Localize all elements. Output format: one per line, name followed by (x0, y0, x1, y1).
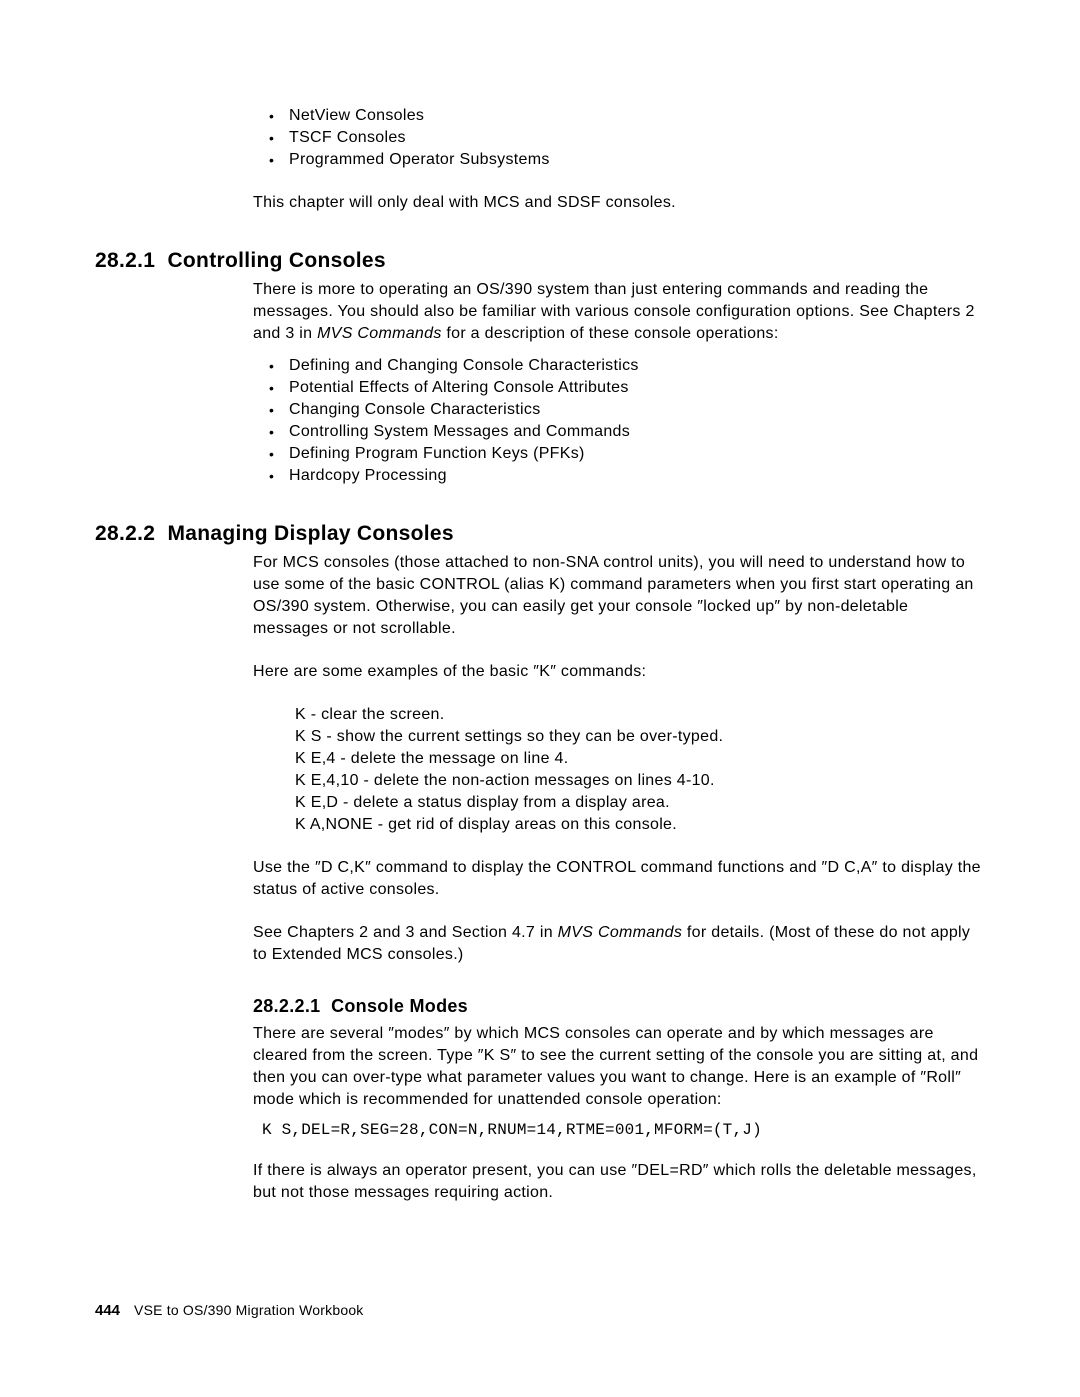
section-number: 28.2.2.1 (253, 996, 320, 1016)
command-line: K E,4,10 - delete the non-action message… (295, 770, 985, 792)
section-title: Controlling Consoles (167, 249, 385, 272)
section3-paragraph-2: If there is always an operator present, … (253, 1160, 985, 1204)
code-example: K S,DEL=R,SEG=28,CON=N,RNUM=14,RTME=001,… (262, 1121, 985, 1139)
section-number: 28.2.1 (95, 249, 155, 272)
command-line: K E,4 - delete the message on line 4. (295, 748, 985, 770)
list-item: Potential Effects of Altering Console At… (269, 377, 985, 399)
command-line: K A,NONE - get rid of display areas on t… (295, 814, 985, 836)
section-title: Managing Display Consoles (167, 522, 453, 545)
book-reference: MVS Commands (558, 924, 683, 941)
section-heading-controlling-consoles: 28.2.1 Controlling Consoles (95, 249, 985, 273)
list-item: Controlling System Messages and Commands (269, 421, 985, 443)
section2-paragraph-1: For MCS consoles (those attached to non-… (253, 552, 985, 640)
command-line: K S - show the current settings so they … (295, 726, 985, 748)
text-run: See Chapters 2 and 3 and Section 4.7 in (253, 924, 558, 941)
k-commands-list: K - clear the screen. K S - show the cur… (295, 704, 985, 836)
list-item: Defining Program Function Keys (PFKs) (269, 443, 985, 465)
list-item: Defining and Changing Console Characteri… (269, 355, 985, 377)
command-line: K - clear the screen. (295, 704, 985, 726)
book-reference: MVS Commands (317, 325, 442, 342)
list-item: Changing Console Characteristics (269, 399, 985, 421)
top-bullet-list: NetView Consoles TSCF Consoles Programme… (269, 105, 985, 171)
list-item: NetView Consoles (269, 105, 985, 127)
list-item: TSCF Consoles (269, 127, 985, 149)
section1-paragraph: There is more to operating an OS/390 sys… (253, 279, 985, 345)
section2-paragraph-2: Here are some examples of the basic ″K″ … (253, 661, 985, 683)
list-item: Programmed Operator Subsystems (269, 149, 985, 171)
section-heading-managing-display-consoles: 28.2.2 Managing Display Consoles (95, 522, 985, 546)
list-item: Hardcopy Processing (269, 465, 985, 487)
intro-paragraph: This chapter will only deal with MCS and… (253, 192, 985, 214)
command-line: K E,D - delete a status display from a d… (295, 792, 985, 814)
section-title: Console Modes (331, 996, 468, 1016)
section-number: 28.2.2 (95, 522, 155, 545)
section2-paragraph-3: Use the ″D C,K″ command to display the C… (253, 857, 985, 901)
footer-book-title: VSE to OS/390 Migration Workbook (134, 1302, 363, 1318)
section2-paragraph-4: See Chapters 2 and 3 and Section 4.7 in … (253, 922, 985, 966)
page-number: 444 (95, 1302, 120, 1319)
section1-bullet-list: Defining and Changing Console Characteri… (269, 355, 985, 487)
text-run: for a description of these console opera… (442, 325, 779, 342)
section-heading-console-modes: 28.2.2.1 Console Modes (253, 996, 985, 1017)
section3-paragraph-1: There are several ″modes″ by which MCS c… (253, 1023, 985, 1111)
page-footer: 444 VSE to OS/390 Migration Workbook (95, 1302, 364, 1319)
